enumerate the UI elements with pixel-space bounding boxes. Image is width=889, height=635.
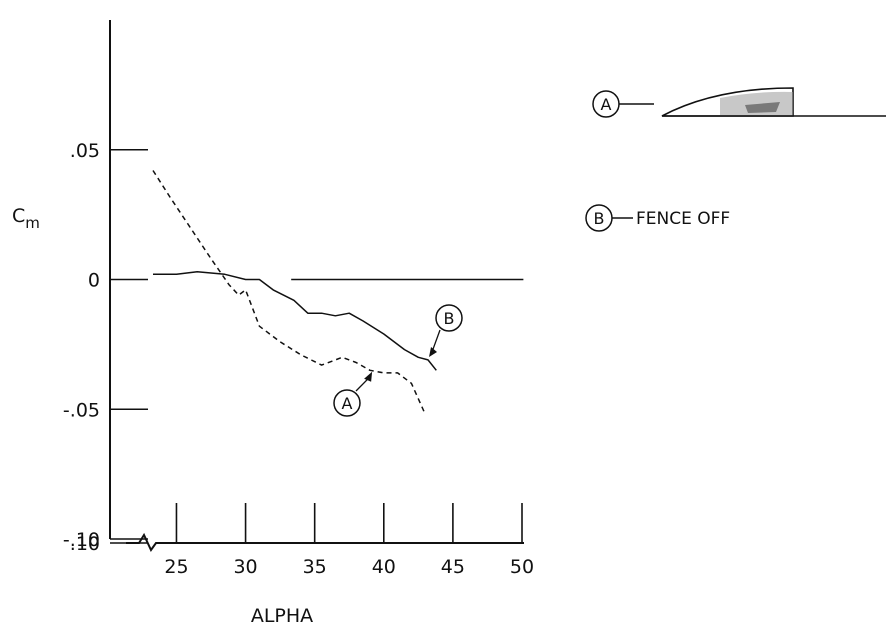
marker-letter: A — [342, 394, 353, 413]
x-tick-label: 30 — [233, 556, 257, 578]
y-tick-label: .05 — [70, 140, 100, 162]
y-tick-label: 0 — [88, 270, 100, 292]
annotation-b-marker: B — [435, 304, 463, 332]
tick-labels: .10 .05 0 -.05 -.10 25 30 35 40 45 50 — [63, 140, 534, 578]
y-axis-title: Cm — [12, 205, 40, 232]
x-tick-label: 50 — [510, 556, 534, 578]
marker-letter: A — [601, 95, 612, 114]
annotations: AB — [333, 304, 463, 417]
annotation-b-leader — [431, 329, 441, 353]
x-axis-line — [126, 532, 524, 552]
x-tick-label: 40 — [372, 556, 396, 578]
series-line-a — [152, 170, 426, 415]
fence-sketch — [661, 87, 886, 117]
y-tick-label: .10 — [70, 533, 100, 555]
y-tick-label: -.10 — [63, 529, 100, 551]
annotation-a-marker: A — [333, 389, 361, 417]
x-axis-title: ALPHA — [251, 605, 313, 627]
annotation-a-arrowhead — [364, 371, 373, 382]
marker-letter: B — [594, 209, 605, 228]
legend-marker-a: A — [592, 90, 620, 118]
legend-label-b: FENCE OFF — [636, 209, 730, 229]
y-tick-label: -.05 — [63, 399, 100, 421]
legend-marker-b: B — [585, 204, 613, 232]
x-tick-label: 45 — [441, 556, 465, 578]
axes — [109, 20, 524, 552]
marker-letter: B — [444, 309, 455, 328]
x-tick-label: 35 — [303, 556, 327, 578]
y-axis-title-subscript: m — [25, 214, 40, 232]
marker-circle — [333, 389, 361, 417]
y-axis-title-main: C — [12, 205, 25, 227]
series-lines — [152, 170, 524, 415]
series-line-b — [153, 270, 437, 371]
fence-shading-dark — [745, 102, 780, 113]
tick-marks — [110, 148, 523, 544]
annotation-b-arrowhead — [429, 346, 438, 357]
marker-circle — [435, 304, 463, 332]
legend: A B FENCE OFF — [585, 87, 886, 232]
x-tick-label: 25 — [164, 556, 188, 578]
